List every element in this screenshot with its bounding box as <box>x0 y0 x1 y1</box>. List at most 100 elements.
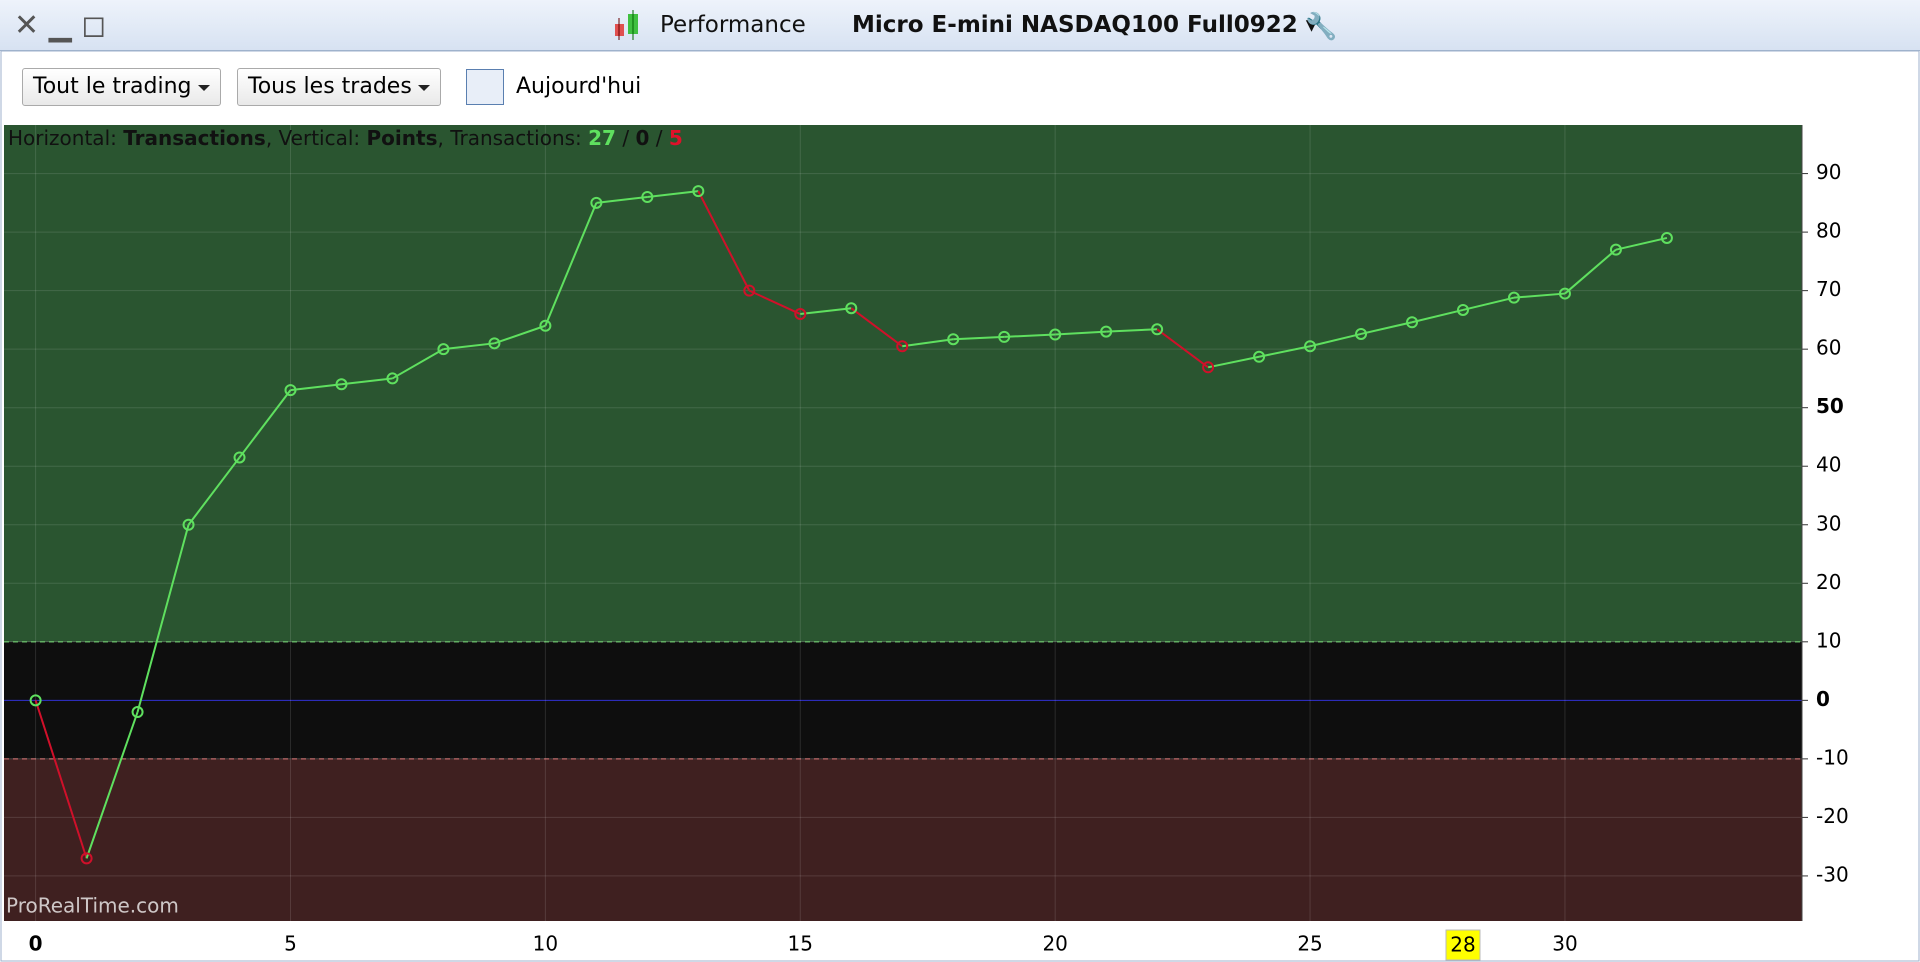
line-segment <box>1309 332 1362 348</box>
line-segment <box>596 195 648 204</box>
info-text: Points <box>366 126 438 150</box>
point-marker <box>437 343 450 356</box>
line-segment <box>1055 330 1107 336</box>
x-tick-label: 5 <box>284 932 297 956</box>
x-tick-label: 10 <box>533 932 558 956</box>
point-marker <box>1355 327 1368 340</box>
point-marker <box>539 319 552 332</box>
point-marker <box>692 185 705 198</box>
loss-zone <box>4 758 1802 921</box>
candle-icon <box>615 10 638 40</box>
point-marker <box>1100 325 1113 338</box>
watermark: ProRealTime.com <box>6 894 179 918</box>
line-segment <box>1207 355 1260 369</box>
line-segment <box>953 335 1005 341</box>
point-marker <box>335 378 348 391</box>
point-marker <box>1151 323 1164 336</box>
line-segment <box>748 289 801 315</box>
trades: Tous les trades <box>248 74 412 99</box>
point-marker <box>1456 303 1469 316</box>
point-marker <box>1304 340 1317 353</box>
x-tick-label: 20 <box>1042 932 1067 956</box>
x-tick-label: 15 <box>788 932 813 956</box>
line-segment <box>1004 333 1056 338</box>
y-tick-label: 50 <box>1816 394 1844 418</box>
point-marker <box>641 190 654 203</box>
y-tick-label: -30 <box>1816 862 1849 886</box>
instrument-select[interactable]: Micro E-mini NASDAQ100 Full0922 ▾ <box>852 12 1318 38</box>
line-segment <box>697 190 751 292</box>
y-tick-label: -20 <box>1816 804 1849 828</box>
y-tick-label: -10 <box>1816 745 1849 769</box>
y-tick-label: 40 <box>1816 453 1841 477</box>
instrument: Micro E-mini NASDAQ100 Full0922 <box>852 12 1298 38</box>
scope: Tout le trading <box>33 74 192 99</box>
line-segment <box>647 190 699 198</box>
info-text: Horizontal: <box>8 126 124 150</box>
y-tick-label: 70 <box>1816 277 1841 301</box>
point-marker <box>896 340 909 353</box>
line-segment <box>34 700 88 859</box>
info-text: / <box>615 126 636 150</box>
point-marker <box>845 302 858 315</box>
info-text: Transactions <box>123 126 266 150</box>
close-icon[interactable]: ✕ ▁ ◻ <box>14 8 107 43</box>
info-line: Horizontal: Transactions, Vertical: Poin… <box>8 126 683 150</box>
info-text: 27 <box>588 126 616 150</box>
info-text: , Vertical: <box>265 126 367 150</box>
settings-icon[interactable]: 🔧 <box>1305 12 1338 42</box>
point-marker <box>386 372 399 385</box>
info-text: 0 <box>635 126 650 150</box>
line-segment <box>902 338 954 348</box>
line-segment <box>850 307 903 348</box>
point-marker <box>488 337 501 350</box>
y-tick-label: 90 <box>1816 160 1841 184</box>
line-segment <box>1106 328 1158 333</box>
y-tick-label: 60 <box>1816 336 1841 360</box>
scope-dropdown[interactable]: Tout le trading <box>22 68 221 106</box>
line-segment <box>1462 296 1515 311</box>
point-marker <box>1609 243 1622 256</box>
point-marker <box>80 852 93 865</box>
window-border <box>0 50 1920 962</box>
calendar-icon[interactable] <box>466 69 504 105</box>
point-marker <box>1558 287 1571 300</box>
point-marker <box>1406 316 1419 329</box>
toolbar: Tout le trading Tous les trades Aujourd'… <box>0 51 1920 123</box>
line-segment <box>341 377 393 386</box>
line-segment <box>1615 236 1668 251</box>
title-bar: ✕ ▁ ◻ Performance Micro E-mini NASDAQ100… <box>0 0 1920 51</box>
info-text: 5 <box>668 126 683 150</box>
x-tick-label: 25 <box>1297 932 1322 956</box>
y-tick-label: 30 <box>1816 511 1841 535</box>
y-tick-label: 10 <box>1816 628 1841 652</box>
point-marker <box>1507 291 1520 304</box>
x-tick-label: 30 <box>1552 932 1577 956</box>
line-segment <box>1156 328 1209 369</box>
line-segment <box>1564 248 1617 295</box>
info-text: , Transactions: <box>437 126 589 150</box>
line-segment <box>1513 292 1566 299</box>
x-tick-label: 0 <box>29 932 43 956</box>
y-tick-label: 0 <box>1816 687 1830 711</box>
point-marker <box>590 196 603 209</box>
point-marker <box>794 308 807 321</box>
line-segment <box>494 324 546 345</box>
profit-zone <box>4 125 1802 642</box>
point-marker <box>182 518 195 531</box>
point-marker <box>1049 328 1062 341</box>
line-segment <box>544 202 598 327</box>
point-marker <box>131 706 144 719</box>
point-marker <box>998 330 1011 343</box>
y-tick-label: 20 <box>1816 570 1841 594</box>
line-segment <box>1360 321 1413 335</box>
cursor-label-bg <box>1445 929 1481 961</box>
window-title: Performance <box>660 12 806 38</box>
line-segment <box>443 342 495 351</box>
trades-dropdown[interactable]: Tous les trades <box>237 68 441 106</box>
point-marker <box>284 384 297 397</box>
point-marker <box>1202 361 1215 374</box>
date-button[interactable]: Aujourd'hui <box>516 74 642 99</box>
